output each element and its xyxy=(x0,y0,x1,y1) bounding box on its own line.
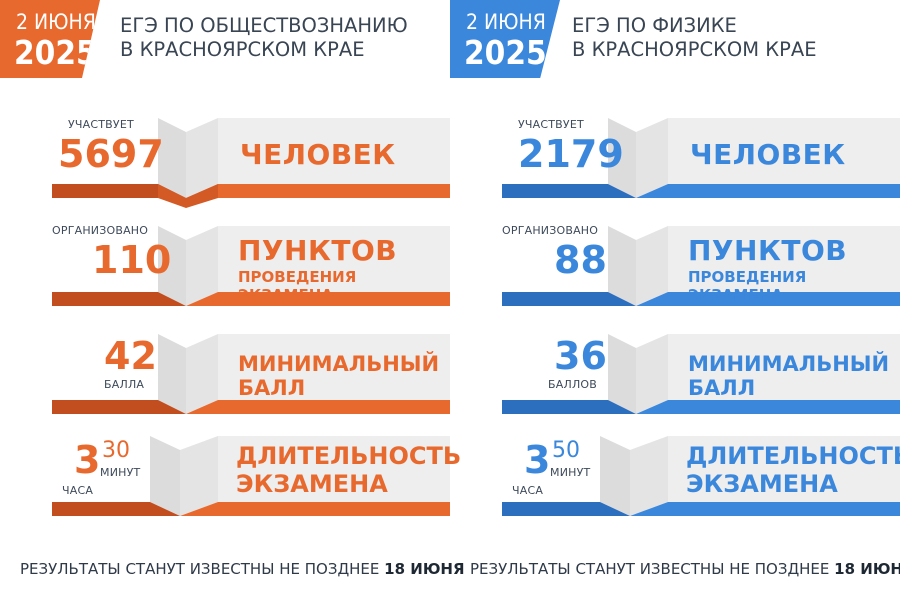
page-title: ЕГЭ ПО ФИЗИКЕ В КРАСНОЯРСКОМ КРАЕ xyxy=(572,14,817,62)
participants-label: УЧАСТВУЕТ xyxy=(518,118,584,131)
duration-hours: 3 xyxy=(74,438,101,482)
duration-minutes-unit: МИНУТ xyxy=(550,466,591,479)
points-unit: ПУНКТОВ xyxy=(238,234,398,267)
points-value: 88 xyxy=(554,238,607,282)
participants-row: УЧАСТВУЕТ 5697 ЧЕЛОВЕК xyxy=(0,112,450,212)
ribbon-graphic xyxy=(502,118,900,198)
footer-date: 18 ИЮНЯ xyxy=(834,560,900,578)
points-sub: ПРОВЕДЕНИЯ ЭКЗАМЕНА xyxy=(238,268,357,304)
ribbon-graphic xyxy=(52,226,450,306)
results-footer: РЕЗУЛЬТАТЫ СТАНУТ ИЗВЕСТНЫ НЕ ПОЗДНЕЕ 18… xyxy=(20,560,465,578)
points-row: ОРГАНИЗОВАНО 88 ПУНКТОВ ПРОВЕДЕНИЯ ЭКЗАМ… xyxy=(450,220,900,320)
duration-title-line-2: ЭКЗАМЕНА xyxy=(236,470,388,498)
participants-unit: ЧЕЛОВЕК xyxy=(690,138,846,171)
title-line-2: В КРАСНОЯРСКОМ КРАЕ xyxy=(572,38,817,61)
participants-value: 5697 xyxy=(58,132,164,176)
participants-row: УЧАСТВУЕТ 2179 ЧЕЛОВЕК xyxy=(450,112,900,212)
duration-row: 3 ЧАСА 30 МИНУТ ДЛИТЕЛЬНОСТЬ ЭКЗАМЕНА xyxy=(0,432,461,532)
participants-label: УЧАСТВУЕТ xyxy=(68,118,134,131)
score-row: 42 БАЛЛА МИНИМАЛЬНЫЙ БАЛЛ xyxy=(0,328,450,428)
participants-unit: ЧЕЛОВЕК xyxy=(240,138,396,171)
points-unit: ПУНКТОВ xyxy=(688,234,848,267)
duration-minutes-unit: МИНУТ xyxy=(100,466,141,479)
score-title: МИНИМАЛЬНЫЙ БАЛЛ xyxy=(238,352,440,400)
date-day: 2 ИЮНЯ xyxy=(16,10,96,34)
duration-row: 3 ЧАСА 50 МИНУТ ДЛИТЕЛЬНОСТЬ ЭКЗАМЕНА xyxy=(450,432,900,532)
score-title: МИНИМАЛЬНЫЙ БАЛЛ xyxy=(688,352,890,400)
points-sub: ПРОВЕДЕНИЯ ЭКЗАМЕНА xyxy=(688,268,807,304)
ribbon-graphic xyxy=(502,436,900,516)
title-line-1: ЕГЭ ПО ОБЩЕСТВОЗНАНИЮ xyxy=(120,14,408,37)
date-year: 2025 xyxy=(14,33,97,72)
ribbon-graphic xyxy=(502,226,900,306)
score-value: 42 xyxy=(104,334,157,378)
points-label: ОРГАНИЗОВАНО xyxy=(52,224,149,237)
points-row: ОРГАНИЗОВАНО 110 ПУНКТОВ ПРОВЕДЕНИЯ ЭКЗА… xyxy=(0,220,450,320)
duration-hours: 3 xyxy=(524,438,551,482)
date-badge: 2 ИЮНЯ 2025 xyxy=(0,0,100,78)
ribbon-graphic xyxy=(502,334,900,414)
results-footer: РЕЗУЛЬТАТЫ СТАНУТ ИЗВЕСТНЫ НЕ ПОЗДНЕЕ 18… xyxy=(470,560,900,578)
ribbon-graphic xyxy=(52,436,450,516)
footer-text: РЕЗУЛЬТАТЫ СТАНУТ ИЗВЕСТНЫ НЕ ПОЗДНЕЕ xyxy=(470,560,835,578)
duration-title-line-1: ДЛИТЕЛЬНОСТЬ xyxy=(686,442,900,470)
score-value: 36 xyxy=(554,334,607,378)
points-label: ОРГАНИЗОВАНО xyxy=(502,224,599,237)
page-title: ЕГЭ ПО ОБЩЕСТВОЗНАНИЮ В КРАСНОЯРСКОМ КРА… xyxy=(120,14,408,62)
score-unit: БАЛЛА xyxy=(104,378,145,391)
points-value: 110 xyxy=(92,238,172,282)
participants-value: 2179 xyxy=(518,132,624,176)
score-unit: БАЛЛОВ xyxy=(548,378,598,391)
right-panel: 2 ИЮНЯ 2025 ЕГЭ ПО ФИЗИКЕ В КРАСНОЯРСКОМ… xyxy=(450,0,900,593)
duration-hours-unit: ЧАСА xyxy=(62,484,94,497)
title-line-1: ЕГЭ ПО ФИЗИКЕ xyxy=(572,14,737,37)
date-year: 2025 xyxy=(464,33,547,72)
duration-title-line-2: ЭКЗАМЕНА xyxy=(686,470,838,498)
duration-minutes: 30 xyxy=(102,438,130,463)
ribbon-graphic xyxy=(52,118,450,208)
score-row: 36 БАЛЛОВ МИНИМАЛЬНЫЙ БАЛЛ xyxy=(450,328,900,428)
duration-hours-unit: ЧАСА xyxy=(512,484,544,497)
title-line-2: В КРАСНОЯРСКОМ КРАЕ xyxy=(120,38,365,61)
footer-text: РЕЗУЛЬТАТЫ СТАНУТ ИЗВЕСТНЫ НЕ ПОЗДНЕЕ xyxy=(20,560,385,578)
date-badge: 2 ИЮНЯ 2025 xyxy=(450,0,560,78)
date-day: 2 ИЮНЯ xyxy=(466,10,546,34)
footer-date: 18 ИЮНЯ xyxy=(384,560,465,578)
duration-title-line-1: ДЛИТЕЛЬНОСТЬ xyxy=(236,442,462,470)
duration-minutes: 50 xyxy=(552,438,580,463)
ribbon-graphic xyxy=(52,334,450,414)
left-panel: 2 ИЮНЯ 2025 ЕГЭ ПО ОБЩЕСТВОЗНАНИЮ В КРАС… xyxy=(0,0,465,578)
